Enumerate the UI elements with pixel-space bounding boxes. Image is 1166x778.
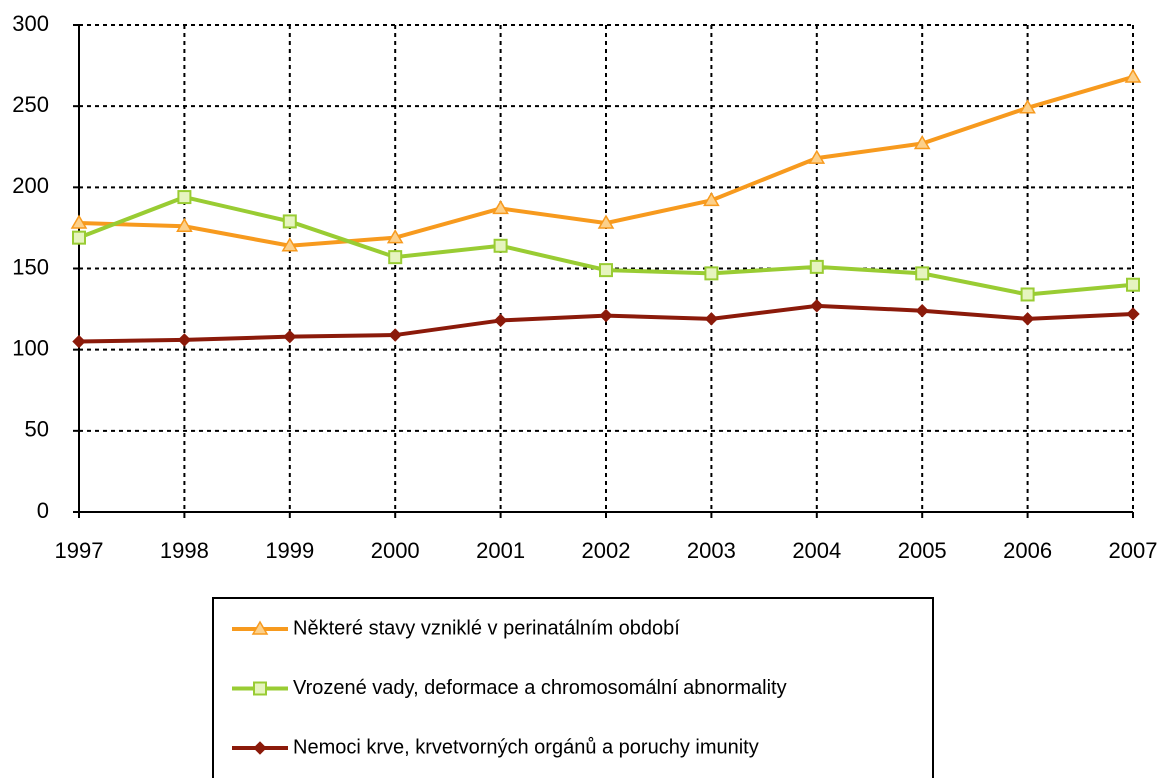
marker [1126,277,1140,292]
marker [177,333,192,347]
x-tick-label: 2002 [582,538,631,563]
y-tick-label: 300 [12,11,49,36]
marker [493,238,508,253]
x-tick-label: 2003 [687,538,736,563]
marker [915,266,930,281]
y-tick-label: 150 [12,254,49,279]
marker [281,237,299,252]
marker [1020,312,1035,326]
legend-label: Některé stavy vzniklé v perinatálním obd… [293,617,680,639]
marker [253,681,267,696]
marker [597,214,615,229]
marker [913,135,931,150]
y-tick-label: 200 [12,173,49,198]
marker [493,313,508,328]
marker [599,263,613,278]
marker [70,214,88,229]
x-tick-label: 1999 [265,538,314,563]
x-tick-label: 1998 [160,538,209,563]
marker [388,250,403,265]
marker [915,303,929,318]
marker [808,149,826,164]
x-tick-label: 2000 [371,538,420,563]
y-tick-label: 100 [12,335,49,360]
marker [72,230,86,245]
y-tick-label: 250 [12,92,49,117]
marker [492,199,509,215]
x-tick-label: 2004 [792,538,841,563]
marker [1124,68,1142,83]
marker [388,328,402,342]
marker [809,259,824,274]
marker [704,312,719,326]
marker [253,741,267,755]
x-tick-label: 2006 [1003,538,1052,563]
marker [810,299,824,313]
marker [599,308,613,323]
marker [283,329,297,344]
marker [704,266,719,281]
y-tick-label: 50 [25,417,49,442]
y-tick-label: 0 [37,498,49,523]
x-tick-label: 2007 [1109,538,1158,563]
marker [251,620,269,635]
marker [386,229,404,244]
marker [1020,287,1035,302]
x-tick-label: 1997 [55,538,104,563]
legend-label: Vrozené vady, deformace a chromosomální … [293,677,787,699]
legend-label: Nemoci krve, krvetvorných orgánů a poruc… [293,736,759,758]
marker [1019,99,1036,114]
marker [177,190,192,205]
legend-box [212,597,934,778]
marker [1126,307,1140,321]
x-tick-label: 2001 [476,538,525,563]
marker [72,334,86,349]
marker [703,191,720,207]
marker [282,214,297,229]
x-tick-label: 2005 [898,538,947,563]
marker [176,217,193,233]
